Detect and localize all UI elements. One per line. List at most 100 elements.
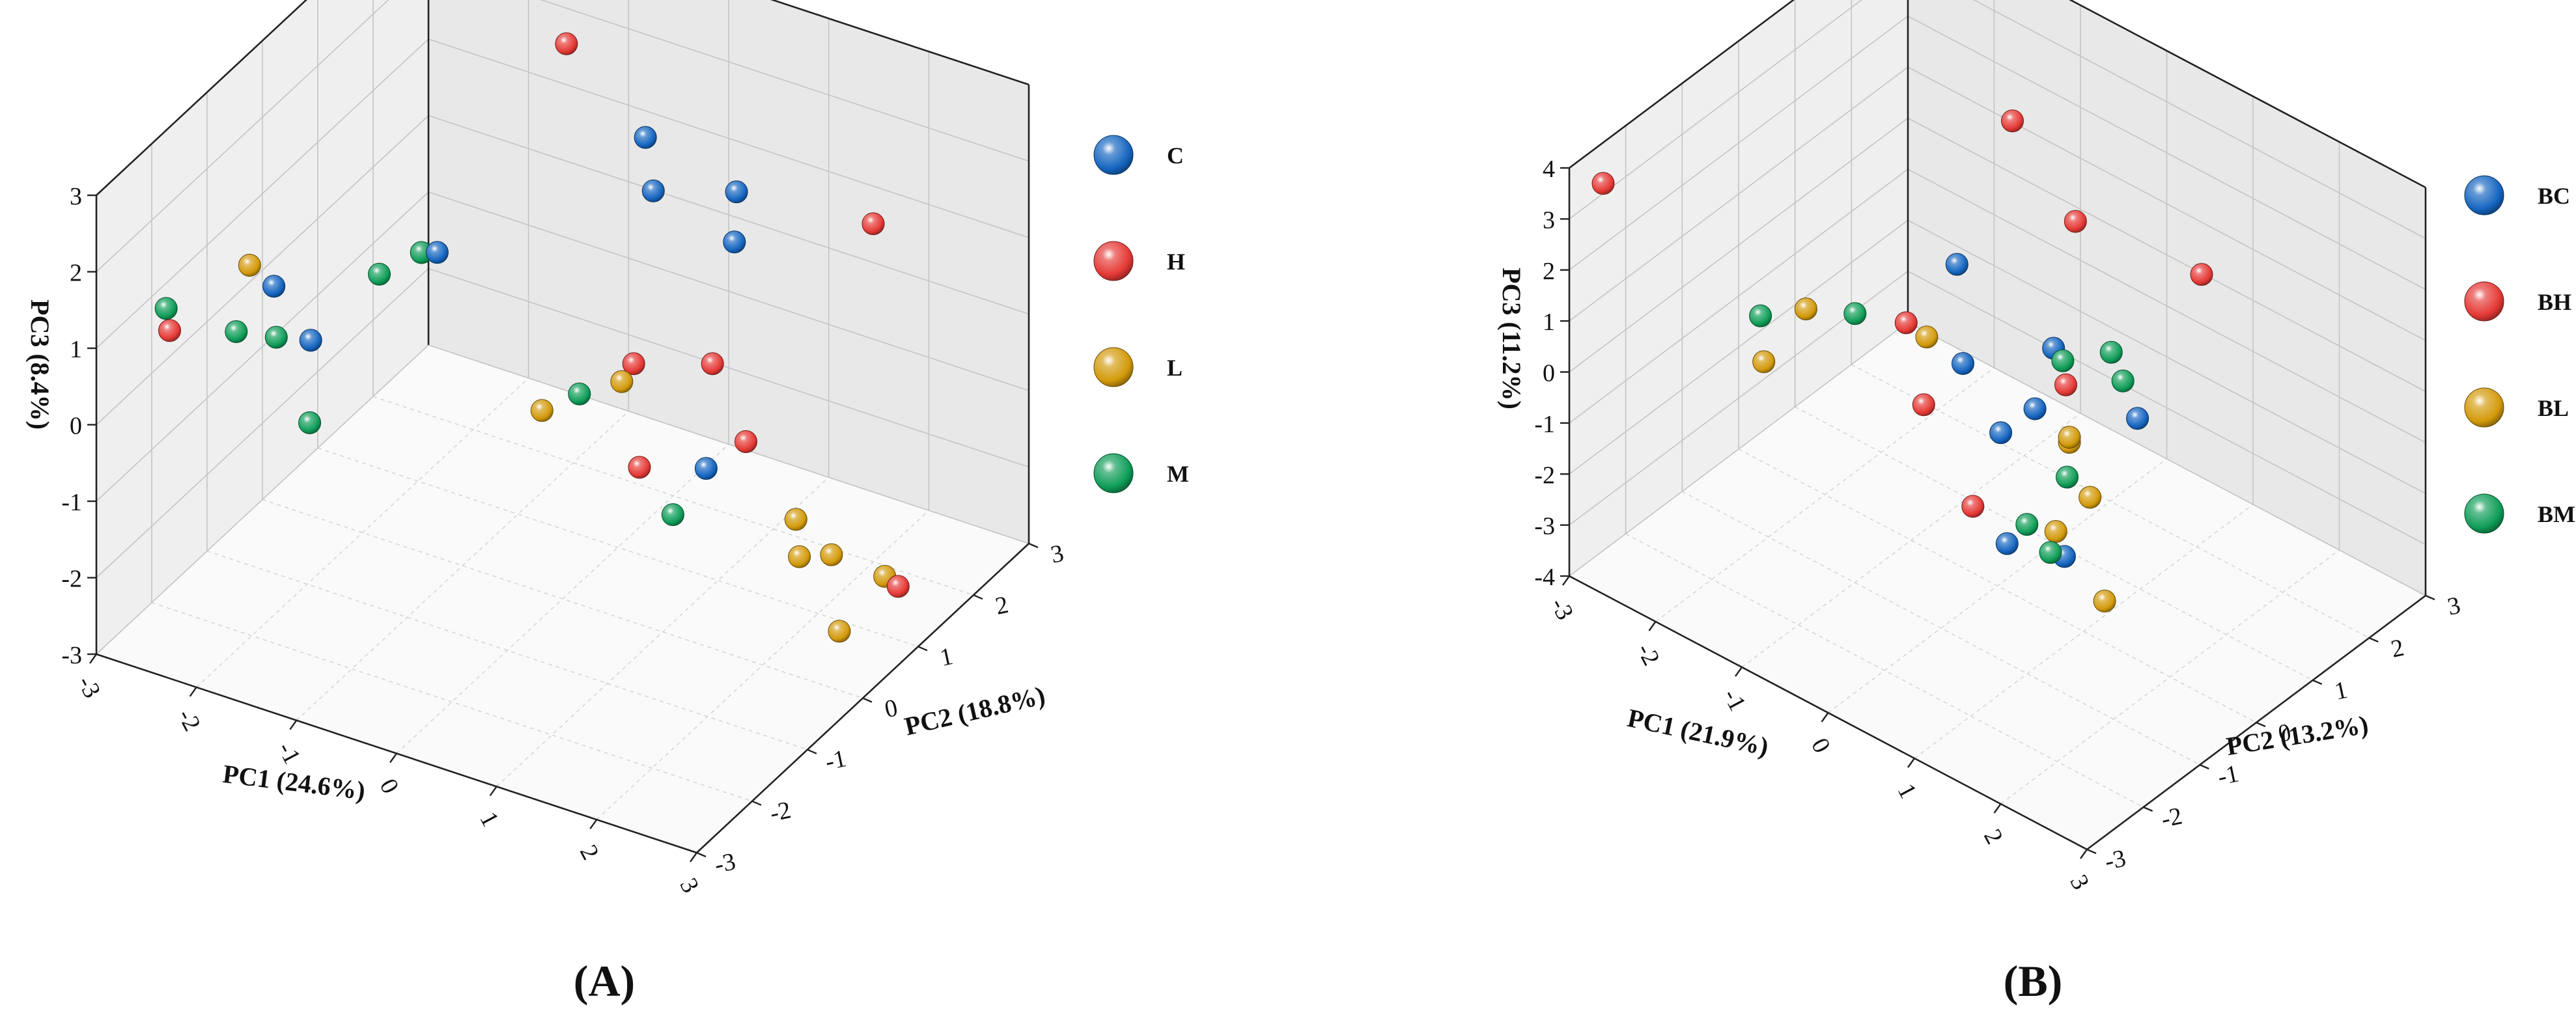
legend-marker-bm — [2464, 493, 2504, 534]
y-tick-label: -3 — [712, 848, 738, 879]
z-tick-label: 0 — [1543, 360, 1555, 387]
wall-gridline — [96, 0, 1029, 273]
wall-gridline — [1569, 0, 2426, 240]
y-tick-mark — [862, 697, 873, 703]
y-tick-mark — [917, 646, 928, 652]
z-tick-label: 1 — [70, 336, 82, 363]
data-point-c — [725, 180, 748, 204]
y-tick-mark — [2199, 764, 2209, 770]
data-point-m — [368, 262, 391, 286]
data-point-h — [628, 456, 651, 479]
data-point-m — [568, 382, 591, 406]
x-tick-mark — [589, 819, 598, 829]
data-point-bh — [1591, 172, 1615, 195]
y-tick-mark — [696, 851, 707, 858]
data-point-c — [425, 241, 449, 264]
z-tick-label: -1 — [61, 489, 82, 516]
data-point-bm — [2056, 465, 2079, 489]
data-point-bh — [1961, 495, 1985, 518]
x-tick-label: 0 — [374, 775, 404, 798]
z-tick-label: 3 — [1543, 206, 1555, 234]
x-tick-label: -2 — [1631, 639, 1665, 670]
y-tick-mark — [2425, 594, 2435, 601]
legend-label-bl: BL — [2538, 395, 2569, 421]
floor-gridline — [317, 447, 919, 648]
data-point-bh — [1912, 393, 1935, 417]
x-tick-mark — [289, 719, 298, 730]
z-tick-label: 1 — [1543, 309, 1555, 336]
x-tick-label: -2 — [172, 704, 206, 736]
data-point-bh — [2190, 263, 2213, 286]
data-point-c — [641, 179, 665, 202]
data-point-bc — [1952, 352, 1974, 375]
data-point-h — [861, 212, 885, 236]
data-point-bh — [2064, 210, 2087, 233]
floor-gridline — [372, 396, 974, 596]
data-point-l — [784, 508, 807, 531]
data-point-l — [610, 370, 634, 393]
z-tick-label: -2 — [61, 566, 82, 593]
legend-marker-m — [1093, 453, 1134, 493]
x-tick-mark — [89, 654, 97, 664]
legend-marker-c — [1093, 135, 1134, 175]
y-tick-mark — [2368, 637, 2379, 643]
data-point-c — [723, 230, 746, 254]
x-tick-label: 1 — [474, 807, 504, 831]
data-point-c — [262, 275, 286, 298]
x-tick-mark — [1735, 667, 1743, 677]
legend-label-h: H — [1167, 249, 1185, 275]
y-tick-mark — [751, 800, 762, 806]
data-point-bm — [2099, 340, 2123, 364]
x-tick-label: 3 — [2065, 870, 2095, 894]
z-tick-label: -1 — [1534, 411, 1555, 438]
data-point-m — [264, 325, 288, 349]
y-tick-mark — [2256, 721, 2266, 728]
data-point-bm — [2111, 369, 2135, 393]
z-tick-label: 2 — [70, 260, 82, 287]
data-point-bc — [1945, 253, 1968, 276]
floor-gridline — [1625, 533, 2144, 808]
y-tick-label: -2 — [2159, 802, 2185, 833]
floor-gridline — [496, 476, 830, 787]
data-point-l — [530, 399, 553, 422]
axis-frame-top — [96, 0, 1029, 196]
data-point-c — [299, 329, 322, 352]
data-point-m — [298, 411, 322, 434]
x-tick-label: 1 — [1892, 779, 1922, 803]
x-tick-mark — [690, 852, 697, 862]
x-tick-mark — [389, 752, 397, 764]
y-tick-label: -1 — [823, 745, 849, 776]
data-point-c — [634, 126, 657, 149]
x-tick-mark — [1821, 712, 1829, 723]
y-tick-mark — [1028, 542, 1039, 549]
y-tick-mark — [2143, 806, 2153, 812]
legend-label-bm: BM — [2538, 501, 2575, 527]
data-point-bl — [2093, 589, 2116, 613]
data-point-bm — [1749, 304, 1772, 327]
floor-gridline — [1914, 504, 2254, 759]
panel-label: (B) — [2004, 956, 2063, 1006]
data-point-c — [694, 457, 718, 480]
axis-frame-top — [1569, 0, 2426, 189]
floor-gridline — [1851, 364, 2370, 639]
x-tick-mark — [2080, 849, 2088, 859]
x-tick-mark — [1907, 758, 1915, 768]
data-point-bm — [2051, 349, 2075, 372]
data-point-h — [555, 32, 578, 55]
y-tick-mark — [807, 749, 817, 754]
x-tick-mark — [1562, 575, 1570, 586]
data-point-bc — [2023, 397, 2047, 420]
data-point-bc — [1989, 421, 2013, 445]
data-point-l — [238, 254, 261, 277]
data-point-l — [820, 543, 843, 566]
y-tick-label: 0 — [882, 694, 900, 723]
data-point-m — [225, 320, 248, 343]
y-tick-mark — [973, 594, 983, 600]
y-tick-label: 2 — [2388, 634, 2406, 663]
x-tick-label: -3 — [1545, 594, 1579, 625]
legend-label-c: C — [1167, 143, 1184, 169]
floor-gridline — [1681, 491, 2200, 765]
z-tick-label: 3 — [70, 183, 82, 210]
